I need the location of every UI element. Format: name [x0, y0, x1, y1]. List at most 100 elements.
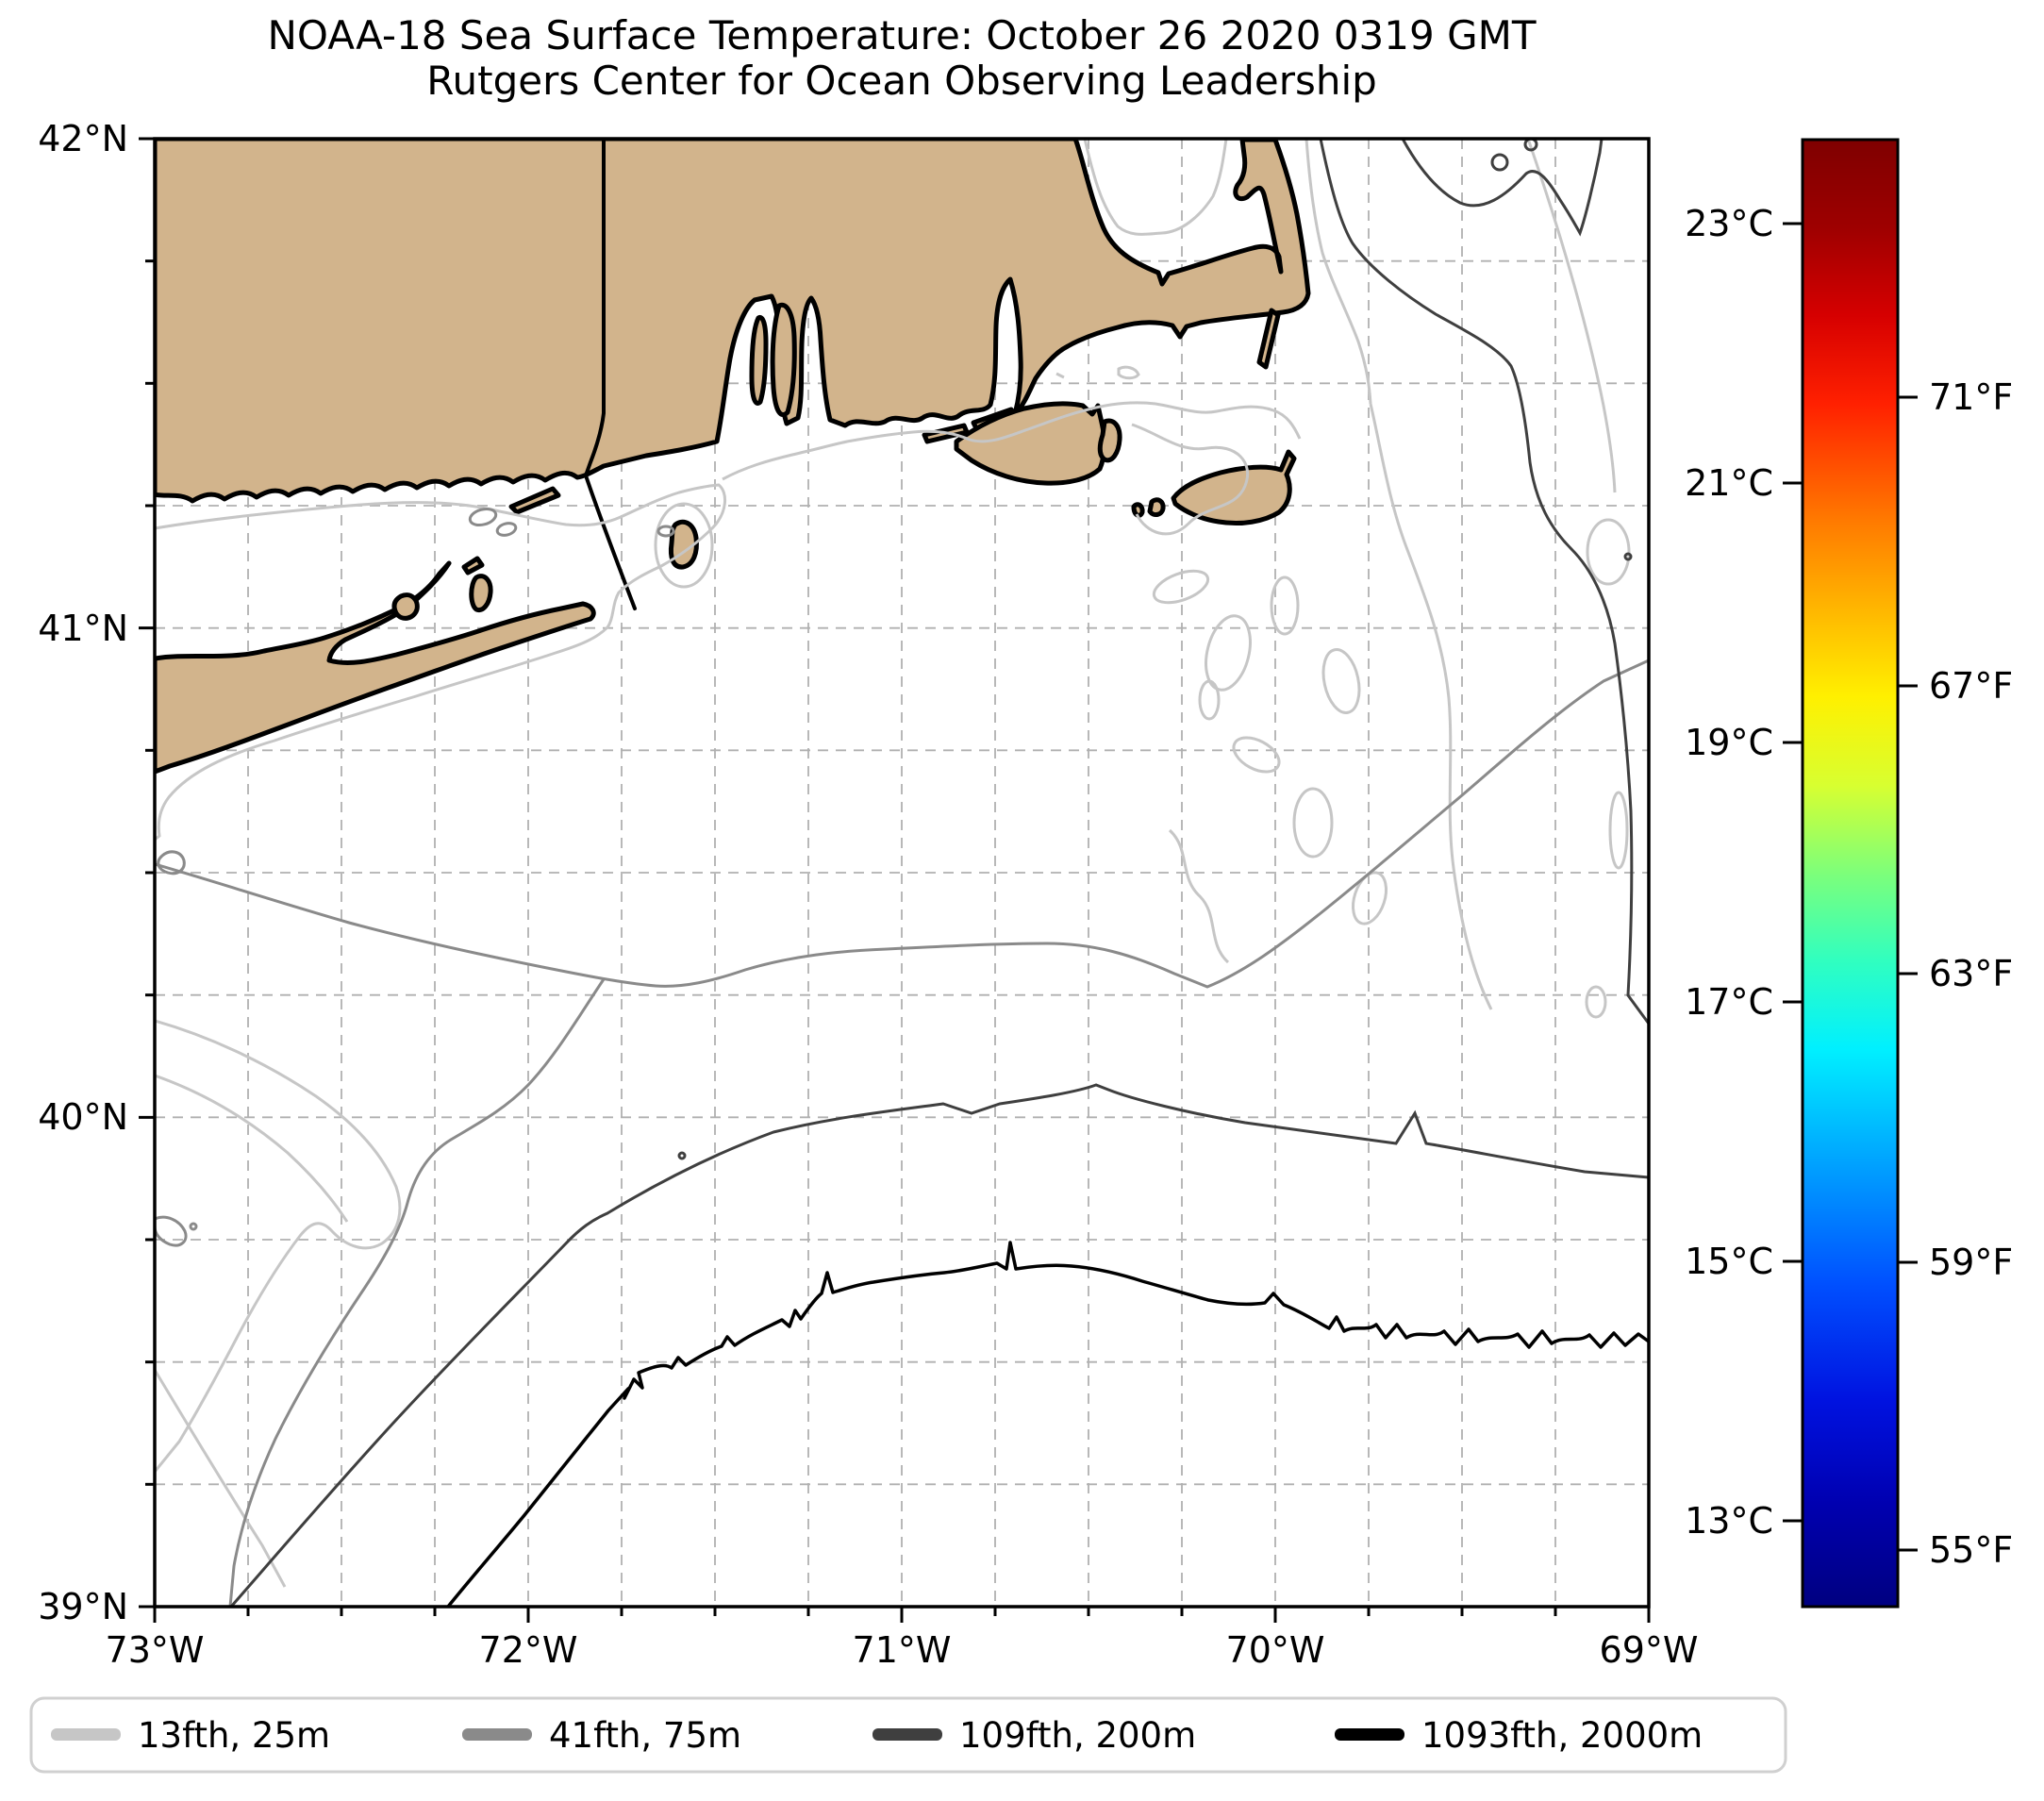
- axis-labels: 42°N 41°N 40°N 39°N 73°W 72°W 71°W 70°W …: [38, 118, 1698, 1671]
- contour-200m-dot-1: [1623, 552, 1633, 561]
- contour-25m-shoal-ring-3: [1270, 575, 1300, 636]
- contour-25m-shoals-squiggle-1: [1131, 423, 1250, 536]
- x-tick-label-70w: 70°W: [1226, 1629, 1325, 1671]
- boundary-layer: [584, 139, 637, 610]
- contour-25m-shoal-ring-8: [1198, 679, 1221, 721]
- offshore-boundary-line: [584, 474, 637, 610]
- contour-25m-outer-cape: [1305, 139, 1372, 405]
- contour-200m-pond-ring-1: [1490, 153, 1509, 172]
- contour-25m-shoal-ring-1: [1152, 569, 1210, 605]
- land-gardiners-island: [469, 574, 493, 613]
- legend-swatch-75m: [462, 1728, 532, 1741]
- land-layer: [155, 139, 1311, 775]
- contour-200m-pond-ring-2: [1523, 139, 1538, 152]
- colorbar-gradient: [1801, 138, 1900, 1609]
- y-tick-label-40n: 40°N: [38, 1096, 128, 1138]
- contour-25m-cape-cod-bay-loop: [1083, 139, 1228, 236]
- land-tuckernuck: [1147, 497, 1166, 518]
- contour-25m-layer: [155, 139, 1631, 1588]
- cbar-label-17c: 17°C: [1685, 981, 1773, 1023]
- x-tick-label-72w: 72°W: [479, 1629, 578, 1671]
- contour-25m-georges-ring-2: [1608, 791, 1629, 870]
- cbar-label-13c: 13°C: [1685, 1500, 1773, 1542]
- contour-75m-dot: [189, 1222, 198, 1231]
- contour-75m-layer: [155, 507, 1649, 1607]
- colorbar-ticks: [1783, 222, 1918, 1552]
- contour-25m-shoal-ring-7: [1351, 871, 1388, 926]
- contour-25m-coastal-south-ne: [722, 401, 1302, 481]
- contour-75m-race-ring-2: [495, 522, 518, 537]
- contour-200m-dot-2: [677, 1151, 687, 1160]
- cbar-label-63f: 63°F: [1929, 953, 2013, 994]
- axis-tick-layer: [139, 137, 1651, 1623]
- colorbar-labels: 23°C 21°C 19°C 17°C 15°C 13°C 71°F 67°F …: [1685, 203, 2013, 1571]
- contour-25m-hudson-2: [155, 1074, 349, 1223]
- contour-2000m-layer: [446, 1241, 1649, 1607]
- x-tick-label-71w: 71°W: [853, 1629, 952, 1671]
- contour-25m-shoal-ring-6: [1292, 787, 1334, 859]
- legend-swatch-25m: [51, 1728, 121, 1741]
- map-plot-area: [155, 139, 1649, 1607]
- contour-25m-hudson-1: [155, 1019, 402, 1473]
- land-chappaquiddick: [1097, 418, 1122, 463]
- colorbar: 23°C 21°C 19°C 17°C 15°C 13°C 71°F 67°F …: [1685, 138, 2013, 1609]
- figure-title-line1: NOAA-18 Sea Surface Temperature: October…: [267, 12, 1536, 58]
- figure-title-line2: Rutgers Center for Ocean Observing Leade…: [426, 58, 1377, 104]
- land-monomoy-island: [1256, 308, 1281, 370]
- contour-75m-left-sliver: [155, 1215, 188, 1247]
- cbar-label-59f: 59°F: [1929, 1242, 2013, 1283]
- land-nantucket: [1171, 449, 1297, 526]
- contour-200m-gulf-of-maine: [1319, 139, 1649, 1025]
- legend-label-75m: 41fth, 75m: [549, 1715, 741, 1756]
- legend: 13fth, 25m 41fth, 75m 109fth, 200m 1093f…: [29, 1696, 1787, 1774]
- gridline-layer: [155, 139, 1649, 1607]
- y-tick-label-41n: 41°N: [38, 608, 128, 649]
- y-tick-label-39n: 39°N: [38, 1586, 128, 1627]
- cbar-label-21c: 21°C: [1685, 462, 1773, 504]
- contour-75m-main: [155, 659, 1649, 989]
- cbar-label-15c: 15°C: [1685, 1241, 1773, 1282]
- contour-2000m-path: [446, 1241, 1649, 1607]
- contour-25m-vineyard-sound-bits: [1055, 365, 1140, 380]
- land-long-island: [155, 560, 596, 775]
- legend-swatch-2000m: [1335, 1728, 1404, 1741]
- x-tick-label-69w: 69°W: [1600, 1629, 1699, 1671]
- contour-25m-shoals-squiggle-2: [1168, 828, 1230, 964]
- land-muskeget: [1131, 502, 1145, 518]
- contour-200m-shelf-break: [229, 1083, 1649, 1607]
- contour-75m-hudson-valley-branch: [228, 978, 606, 1607]
- legend-label-2000m: 1093fth, 2000m: [1421, 1715, 1703, 1756]
- legend-label-200m: 109fth, 200m: [959, 1715, 1196, 1756]
- x-tick-label-73w: 73°W: [106, 1629, 205, 1671]
- contour-25m-shoal-ring-5: [1232, 736, 1281, 774]
- contour-25m-shoal-ring-2: [1205, 614, 1252, 692]
- contour-75m-race-ring-3: [656, 525, 675, 538]
- y-tick-label-42n: 42°N: [38, 118, 128, 159]
- legend-label-25m: 13fth, 25m: [138, 1715, 330, 1756]
- contour-25m-corner-diagonal: [155, 1369, 287, 1588]
- contour-200m-layer: [229, 139, 1649, 1607]
- land-fishers-island: [508, 486, 561, 515]
- contour-200m-stellwagen: [1401, 139, 1604, 237]
- contour-25m-georges-ring-3: [1585, 985, 1607, 1019]
- contour-25m-georges-edge: [1526, 139, 1617, 493]
- land-conanicut-island: [749, 314, 769, 406]
- cbar-label-71f: 71°F: [1929, 376, 2013, 418]
- contour-75m-race-ring-1: [468, 507, 498, 527]
- legend-swatch-200m: [872, 1728, 942, 1741]
- contour-25m-block-island-ring: [654, 502, 714, 589]
- contour-25m-shoals-east-edge: [1369, 403, 1493, 1010]
- contour-25m-georges-ring-1: [1586, 518, 1631, 586]
- ct-ri-boundary-line: [584, 139, 606, 477]
- land-aquidneck-island: [770, 302, 797, 417]
- cbar-label-19c: 19°C: [1685, 722, 1773, 763]
- cbar-label-67f: 67°F: [1929, 665, 2013, 707]
- cbar-label-23c: 23°C: [1685, 203, 1773, 244]
- land-plum-island: [461, 556, 485, 575]
- contour-25m-shoal-ring-4: [1321, 648, 1361, 714]
- land-mainland: [155, 139, 1311, 504]
- land-shelter-island: [391, 592, 420, 621]
- cbar-label-55f: 55°F: [1929, 1529, 2013, 1571]
